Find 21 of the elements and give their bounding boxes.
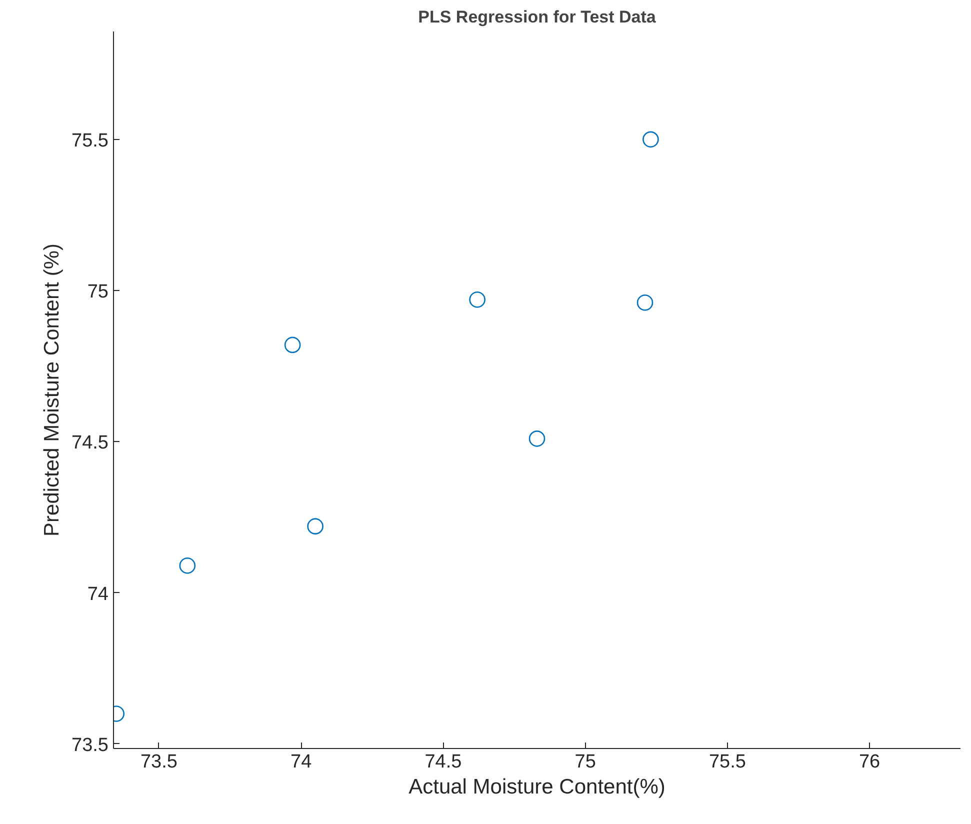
- point: [469, 291, 486, 308]
- x-tick-label: 73.5: [140, 752, 178, 772]
- point: [528, 430, 546, 447]
- y-tick-label: 73.5: [72, 734, 109, 756]
- y-tick-label: 75: [87, 282, 109, 303]
- point: [636, 294, 654, 311]
- x-tick-label: 76: [858, 752, 880, 772]
- x-tick-label: 74.5: [424, 752, 462, 772]
- x-tick-label: 75.5: [708, 752, 746, 772]
- point: [179, 557, 196, 574]
- y-tick-label: 74: [87, 584, 109, 605]
- point: [284, 336, 301, 354]
- point: [307, 518, 324, 534]
- y-axis-title: Predicted Moisture Content (%): [40, 244, 64, 536]
- point: [642, 131, 659, 148]
- chart-title: PLS Regression for Test Data: [418, 8, 656, 26]
- x-axis-title: Actual Moisture Content(%): [408, 776, 666, 798]
- x-tick-label: 75: [574, 752, 596, 772]
- x-tick-label: 74: [290, 752, 312, 772]
- y-tick-label: 74.5: [72, 432, 109, 454]
- y-tick-label: 75.5: [72, 130, 109, 152]
